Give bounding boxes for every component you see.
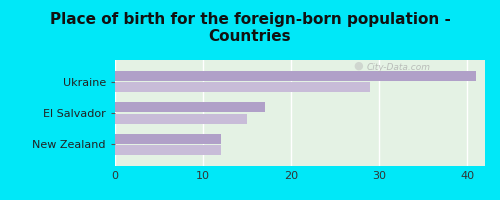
Bar — [115, 114, 247, 124]
Bar — [115, 145, 220, 155]
Text: City-Data.com: City-Data.com — [366, 63, 430, 72]
Bar — [115, 71, 476, 81]
Bar — [115, 134, 220, 144]
Bar — [115, 82, 370, 92]
Text: ●: ● — [354, 61, 364, 71]
Text: Place of birth for the foreign-born population -
Countries: Place of birth for the foreign-born popu… — [50, 12, 450, 44]
Bar — [115, 102, 265, 112]
